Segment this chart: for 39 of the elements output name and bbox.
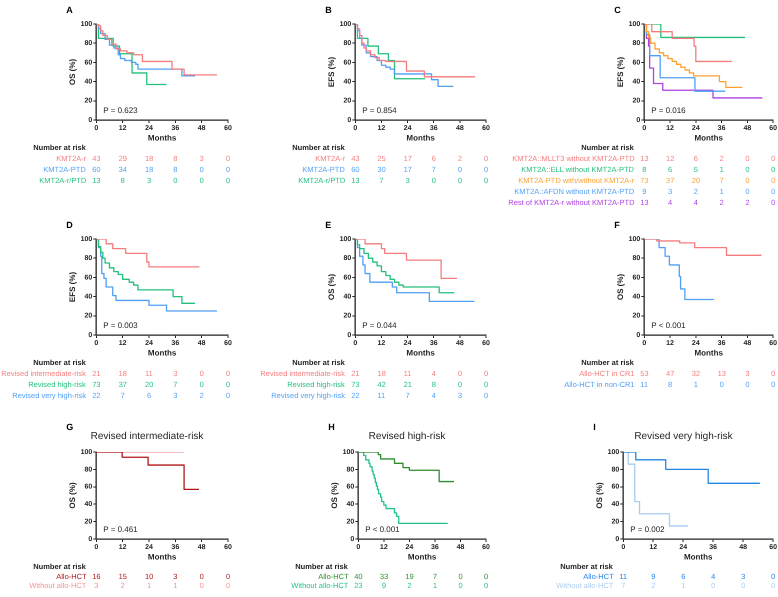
annotation: P = 0.002 — [630, 525, 666, 534]
annotation: P = 0.623 — [103, 106, 138, 116]
text: H — [328, 422, 335, 432]
annotation: P = 0.044 — [362, 321, 398, 330]
text: F — [614, 220, 620, 230]
chart-title: Revised intermediate-risk — [90, 430, 204, 442]
chart-title: Revised high-risk — [368, 430, 446, 442]
annotation: P < 0.001 — [651, 321, 686, 330]
chart-title: Revised very high-risk — [634, 430, 734, 442]
y-axis-title: OS (%) — [616, 274, 626, 300]
text: C — [614, 5, 621, 15]
text: B — [325, 5, 332, 15]
y-axis-title: OS (%) — [68, 482, 78, 509]
text: D — [66, 220, 73, 230]
x-axis-title: Months — [148, 552, 177, 562]
y-axis-title: OS (%) — [327, 274, 336, 300]
x-axis-title: Months — [148, 133, 177, 142]
annotation: P = 0.461 — [103, 525, 138, 534]
annotation: P = 0.016 — [651, 106, 686, 116]
y-axis-title: EFS (%) — [616, 56, 626, 88]
x-axis-title: Months — [406, 133, 436, 142]
text: I — [593, 422, 596, 432]
x-axis-title: Months — [694, 348, 724, 358]
y-axis-title: OS (%) — [595, 482, 604, 509]
x-axis-title: Months — [406, 348, 436, 358]
x-axis-title: Months — [694, 133, 724, 142]
y-axis-title: EFS (%) — [327, 56, 336, 88]
x-axis-title: Months — [684, 552, 713, 562]
x-axis-title: Months — [148, 348, 177, 358]
annotation: P < 0.001 — [365, 525, 400, 534]
text: G — [66, 422, 74, 432]
y-axis-title: OS (%) — [68, 58, 78, 86]
annotation: P = 0.854 — [362, 106, 398, 116]
text: E — [325, 220, 332, 230]
y-axis-title: OS (%) — [330, 482, 340, 509]
text: A — [66, 5, 73, 15]
y-axis-title: EFS (%) — [68, 272, 78, 302]
annotation: P = 0.003 — [103, 321, 138, 330]
x-axis-title: Months — [408, 552, 437, 562]
